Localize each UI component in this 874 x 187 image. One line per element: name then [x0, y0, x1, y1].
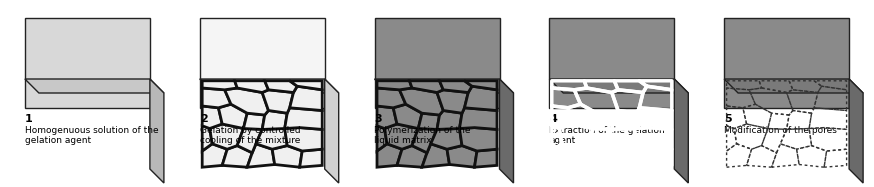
Bar [549, 18, 675, 108]
Polygon shape [256, 128, 288, 149]
Polygon shape [437, 90, 468, 113]
Polygon shape [262, 111, 288, 129]
Polygon shape [399, 88, 443, 115]
Polygon shape [675, 79, 689, 183]
Polygon shape [460, 108, 497, 129]
Polygon shape [549, 79, 689, 93]
Polygon shape [431, 128, 462, 149]
Polygon shape [475, 149, 497, 167]
Polygon shape [202, 106, 222, 128]
Text: gelation agent: gelation agent [24, 136, 91, 145]
Polygon shape [265, 81, 297, 93]
Polygon shape [237, 128, 262, 153]
Text: Homogenuous solution of the: Homogenuous solution of the [24, 126, 158, 135]
Polygon shape [210, 124, 244, 149]
Polygon shape [289, 81, 323, 90]
Polygon shape [419, 113, 440, 129]
Polygon shape [393, 104, 422, 128]
Polygon shape [377, 81, 412, 90]
Polygon shape [500, 79, 514, 183]
Polygon shape [247, 144, 274, 167]
Bar [724, 18, 850, 108]
Polygon shape [272, 146, 302, 167]
Bar [24, 18, 150, 108]
Polygon shape [199, 79, 339, 93]
Polygon shape [377, 106, 397, 128]
Polygon shape [437, 111, 462, 129]
Text: cooling of the mixture: cooling of the mixture [199, 136, 300, 145]
Polygon shape [285, 128, 323, 151]
Polygon shape [202, 144, 227, 167]
Polygon shape [410, 81, 443, 93]
Polygon shape [724, 79, 864, 93]
Polygon shape [850, 79, 864, 183]
Text: agent: agent [549, 136, 576, 145]
Polygon shape [464, 81, 497, 90]
Text: Modification of the pores: Modification of the pores [724, 126, 837, 135]
Polygon shape [244, 113, 265, 129]
Polygon shape [300, 149, 323, 167]
Text: Gelation by controlled: Gelation by controlled [199, 126, 301, 135]
Polygon shape [464, 86, 497, 111]
Polygon shape [377, 126, 387, 151]
Polygon shape [377, 144, 402, 167]
Polygon shape [218, 104, 247, 128]
Text: 2: 2 [199, 114, 207, 124]
Text: 5: 5 [724, 114, 732, 124]
Polygon shape [325, 79, 339, 183]
Polygon shape [225, 88, 268, 115]
Polygon shape [440, 81, 472, 93]
Polygon shape [202, 81, 237, 90]
Text: Polymerization of the: Polymerization of the [374, 126, 471, 135]
Polygon shape [202, 88, 231, 108]
Polygon shape [262, 90, 294, 113]
Polygon shape [235, 81, 268, 93]
Polygon shape [397, 146, 427, 167]
Bar [374, 18, 500, 108]
Text: 4: 4 [549, 114, 558, 124]
Polygon shape [150, 79, 164, 183]
Polygon shape [374, 79, 514, 93]
Bar [199, 18, 325, 108]
Polygon shape [222, 146, 253, 167]
Polygon shape [377, 88, 406, 108]
Text: 1: 1 [24, 114, 32, 124]
Text: liquid matrix: liquid matrix [374, 136, 432, 145]
Text: Extraction of the gelation: Extraction of the gelation [549, 126, 665, 135]
Polygon shape [202, 126, 212, 151]
Polygon shape [447, 146, 477, 167]
Polygon shape [422, 144, 449, 167]
Polygon shape [289, 86, 323, 111]
Polygon shape [24, 79, 164, 93]
Text: 3: 3 [374, 114, 382, 124]
Polygon shape [385, 124, 419, 149]
Polygon shape [285, 108, 323, 129]
Polygon shape [460, 128, 497, 151]
Polygon shape [412, 128, 437, 153]
